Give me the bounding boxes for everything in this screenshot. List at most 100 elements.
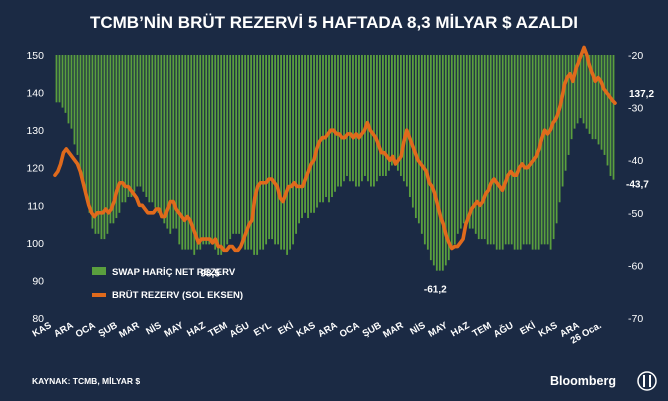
right-tick-label: -20 — [628, 50, 643, 62]
swap-bar — [364, 55, 366, 176]
swap-bar — [250, 55, 253, 250]
swap-bar — [187, 55, 190, 250]
swap-bar — [567, 55, 570, 155]
swap-bar — [127, 55, 130, 198]
left-tick-label: 130 — [26, 125, 44, 137]
swap-bar — [172, 55, 175, 229]
swap-bar — [253, 55, 256, 255]
swap-bar — [405, 55, 408, 187]
legend-swatch-swap — [92, 267, 106, 275]
chart-title: TCMB’NİN BRÜT REZERVİ 5 HAFTADA 8,3 MİLY… — [90, 13, 578, 32]
swap-bar — [462, 55, 465, 224]
swap-bar — [184, 55, 187, 250]
swap-bar — [346, 55, 348, 176]
swap-bar — [124, 55, 127, 203]
swap-bar — [319, 55, 321, 203]
swap-bar — [205, 55, 208, 245]
right-tick-label: -40 — [628, 155, 643, 167]
swap-bar — [480, 55, 483, 240]
swap-bar — [190, 55, 193, 250]
swap-bar — [64, 55, 67, 113]
swap-bar — [432, 55, 435, 266]
swap-bar — [199, 55, 202, 250]
swap-bar — [591, 55, 594, 140]
swap-bar — [217, 55, 220, 255]
swap-bar — [268, 55, 271, 240]
swap-bar — [396, 55, 399, 171]
swap-bar — [441, 55, 444, 271]
swap-bar — [157, 55, 160, 213]
swap-bar — [262, 55, 265, 250]
legend: SWAP HARİÇ NET REZERV BRÜT REZERV (SOL E… — [92, 267, 243, 301]
swap-bar — [160, 55, 163, 219]
left-tick-label: 110 — [27, 200, 44, 212]
swap-bar — [226, 55, 229, 245]
source-note: KAYNAK: TCMB, MİLYAR $ — [32, 376, 140, 386]
swap-bar — [115, 55, 118, 219]
right-tick-label: -50 — [628, 208, 643, 220]
annotation-gross-min: 98,5 — [200, 268, 220, 279]
annotations: 98,5 -61,2 137,2 -43,7 — [200, 89, 654, 296]
swap-bar — [109, 55, 112, 224]
swap-bar — [82, 55, 85, 187]
swap-bar — [274, 55, 277, 245]
swap-bar — [166, 55, 169, 229]
left-tick-label: 150 — [26, 50, 44, 62]
right-tick-label: -60 — [628, 260, 643, 272]
swap-bar — [609, 55, 612, 176]
swap-bar — [522, 55, 525, 245]
swap-bar — [151, 55, 154, 203]
swap-bar — [361, 55, 363, 182]
swap-bar — [438, 55, 441, 271]
swap-bar — [504, 55, 507, 245]
swap-bar — [564, 55, 567, 171]
swap-bar — [238, 55, 241, 234]
swap-bar — [211, 55, 214, 245]
swap-bar — [337, 55, 339, 187]
swap-bar — [471, 55, 474, 229]
swap-bar — [112, 55, 115, 224]
swap-bar — [519, 55, 522, 250]
swap-bar — [501, 55, 504, 250]
swap-bar — [385, 55, 387, 176]
swap-bar — [343, 55, 345, 182]
swap-bar — [145, 55, 148, 198]
swap-bar — [322, 55, 324, 203]
swap-bar — [600, 55, 603, 150]
swap-bar — [232, 55, 235, 234]
right-tick-label: -30 — [628, 103, 643, 115]
swap-bar — [313, 55, 315, 213]
left-tick-label: 90 — [32, 275, 44, 287]
swap-bar — [594, 55, 597, 140]
swap-bar — [178, 55, 181, 245]
swap-bar — [79, 55, 82, 171]
swap-bar — [271, 55, 274, 240]
bloomberg-wordmark: Bloomberg — [550, 374, 616, 388]
left-tick-label: 100 — [26, 238, 44, 250]
swap-bar — [391, 55, 393, 166]
swap-bar — [148, 55, 151, 203]
swap-bar — [582, 55, 585, 124]
swap-bar — [388, 55, 390, 171]
swap-bar — [447, 55, 450, 261]
swap-bar — [175, 55, 178, 229]
swap-bar — [247, 55, 250, 250]
swap-bar — [328, 55, 330, 203]
swap-bar — [169, 55, 172, 234]
swap-bar — [181, 55, 184, 250]
swap-bar — [208, 55, 211, 245]
swap-bar — [393, 55, 396, 166]
swap-bar — [340, 55, 342, 187]
swap-bar — [486, 55, 489, 245]
swap-bar — [531, 55, 534, 250]
swap-bar — [130, 55, 133, 198]
swap-bar — [510, 55, 513, 245]
swap-bar — [585, 55, 588, 129]
swap-bar — [370, 55, 372, 187]
swap-bar — [498, 55, 501, 250]
ht-logo-icon — [637, 371, 657, 391]
swap-bar — [507, 55, 510, 245]
swap-bar — [235, 55, 238, 234]
swap-bar — [555, 55, 558, 224]
swap-bar — [456, 55, 459, 234]
